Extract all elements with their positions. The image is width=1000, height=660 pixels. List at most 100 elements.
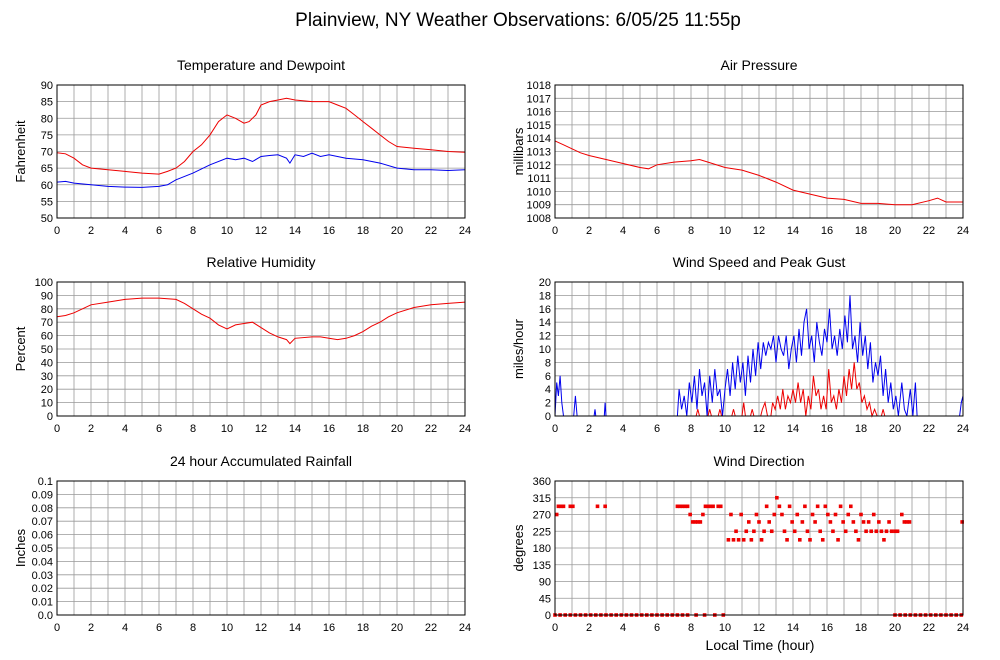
data-point [902, 520, 907, 524]
data-point [874, 529, 879, 534]
x-tick-label: 22 [923, 423, 935, 435]
data-point [780, 512, 784, 517]
y-tick-label: 1013 [527, 147, 551, 159]
y-tick-label: 0.02 [32, 583, 53, 595]
series-line-red [56, 97, 466, 175]
x-tick-label: 10 [221, 225, 233, 237]
data-point [833, 512, 838, 517]
x-tick-label: 14 [787, 423, 799, 435]
x-tick-label: 16 [323, 225, 335, 237]
x-tick-label: 18 [855, 423, 867, 435]
x-tick-label: 4 [122, 225, 128, 237]
y-tick-label: 65 [41, 163, 53, 175]
data-point [869, 529, 873, 534]
x-tick-label: 24 [957, 622, 969, 634]
series-line-blue [56, 152, 466, 188]
data-point [851, 520, 856, 524]
x-tick-label: 22 [923, 225, 935, 237]
chart-temp: Temperature and DewpointFahrenheit505560… [13, 57, 471, 237]
data-point [696, 520, 700, 524]
data-point [685, 504, 690, 509]
data-point [759, 538, 764, 542]
data-point [861, 520, 866, 524]
data-point [849, 504, 853, 509]
data-point [864, 529, 868, 534]
y-tick-label: 0.0 [38, 610, 53, 622]
x-tick-label: 8 [688, 622, 694, 634]
y-tick-label: 60 [41, 331, 53, 343]
y-tick-label: 45 [539, 593, 551, 605]
x-tick-label: 24 [957, 225, 969, 237]
data-point [688, 512, 692, 517]
chart-title: 24 hour Accumulated Rainfall [170, 453, 352, 469]
y-tick-label: 1014 [527, 133, 551, 145]
data-point [838, 504, 843, 509]
y-tick-label: 0.06 [32, 530, 53, 542]
data-point [907, 520, 912, 524]
y-tick-label: 18 [539, 290, 551, 302]
x-tick-label: 8 [190, 622, 196, 634]
data-point [772, 512, 777, 517]
chart-panels: Temperature and DewpointFahrenheit505560… [13, 57, 969, 634]
x-tick-label: 4 [122, 423, 128, 435]
data-point [726, 538, 731, 542]
y-tick-label: 100 [35, 277, 53, 289]
data-point [762, 529, 766, 534]
data-point [790, 520, 794, 524]
data-point [795, 512, 800, 517]
y-tick-label: 16 [539, 304, 551, 316]
data-point [595, 504, 600, 509]
y-tick-label: 2 [545, 398, 551, 410]
y-tick-label: 1011 [527, 173, 551, 185]
x-tick-label: 16 [821, 225, 833, 237]
y-tick-label: 70 [41, 147, 53, 159]
plot-frame [554, 281, 964, 417]
x-tick-label: 20 [391, 622, 403, 634]
y-tick-label: 1015 [527, 120, 551, 132]
chart-title: Relative Humidity [207, 254, 316, 270]
plot-frame [56, 281, 466, 417]
x-tick-label: 2 [586, 423, 592, 435]
x-tick-label: 20 [889, 225, 901, 237]
y-tick-label: 1012 [527, 160, 551, 172]
data-point [828, 520, 833, 524]
data-point [813, 520, 817, 524]
data-point [741, 538, 746, 542]
y-tick-label: 1008 [527, 213, 551, 225]
y-tick-label: 50 [41, 213, 53, 225]
data-point [960, 520, 964, 524]
data-point [718, 504, 723, 509]
x-tick-label: 0 [54, 225, 60, 237]
page-title: Plainview, NY Weather Observations: 6/05… [295, 10, 741, 31]
data-point [815, 504, 820, 509]
data-point [769, 529, 774, 534]
x-tick-label: 8 [190, 423, 196, 435]
data-point [787, 504, 792, 509]
x-tick-label: 2 [88, 423, 94, 435]
data-point [752, 529, 756, 534]
y-tick-label: 55 [41, 196, 53, 208]
data-point [675, 504, 680, 509]
series-line-red [555, 362, 963, 418]
x-tick-label: 18 [357, 423, 369, 435]
data-point [775, 495, 779, 500]
x-tick-label: 20 [391, 423, 403, 435]
x-tick-label: 6 [156, 622, 162, 634]
y-tick-label: 60 [41, 180, 53, 192]
x-tick-label: 20 [391, 225, 403, 237]
data-point [810, 512, 815, 517]
y-axis-label: miles/hour [511, 318, 526, 379]
y-tick-label: 1017 [527, 93, 551, 105]
y-tick-label: 20 [41, 384, 53, 396]
data-point [871, 512, 876, 517]
x-tick-label: 16 [323, 423, 335, 435]
x-tick-label: 6 [156, 423, 162, 435]
series-line-red [554, 140, 963, 206]
data-point [808, 538, 812, 542]
y-tick-label: 30 [41, 371, 53, 383]
y-axis-label: Inches [13, 528, 28, 567]
x-tick-label: 22 [425, 622, 437, 634]
x-tick-label: 20 [889, 423, 901, 435]
x-tick-label: 4 [122, 622, 128, 634]
data-point [764, 504, 769, 509]
